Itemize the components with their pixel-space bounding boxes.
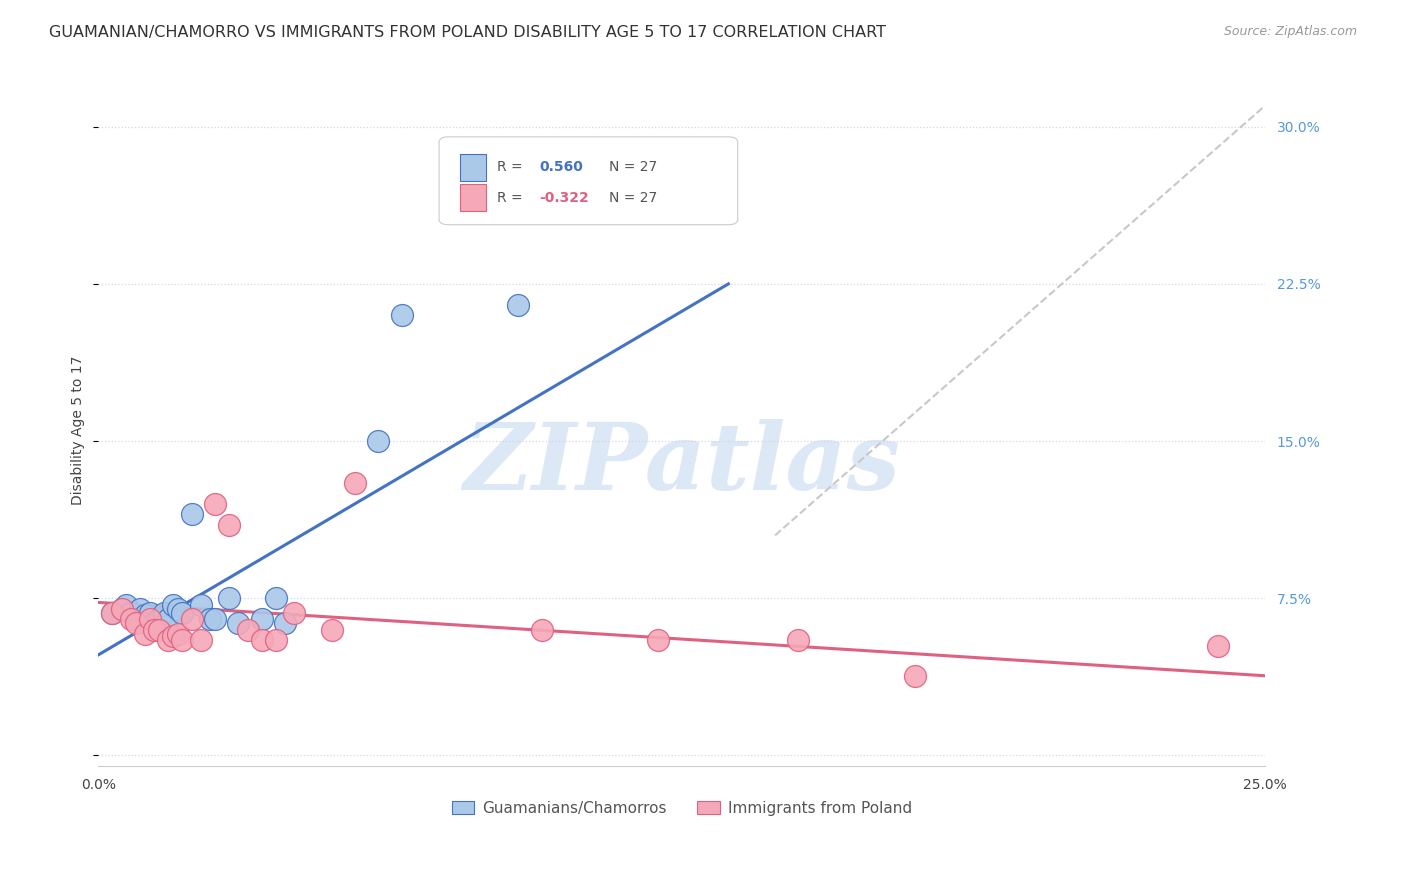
Point <box>508 298 530 312</box>
Point <box>139 612 162 626</box>
Y-axis label: Disability Age 5 to 17: Disability Age 5 to 17 <box>72 356 86 505</box>
Point <box>228 616 250 631</box>
Point <box>391 308 413 322</box>
Point <box>139 606 162 620</box>
Point <box>218 517 240 532</box>
Text: ZIPatlas: ZIPatlas <box>463 419 900 509</box>
Point <box>152 606 174 620</box>
Point <box>120 606 142 620</box>
Point <box>166 627 188 641</box>
Point <box>134 627 156 641</box>
Point <box>236 623 259 637</box>
Point <box>264 633 287 648</box>
FancyBboxPatch shape <box>460 154 485 181</box>
Point <box>111 601 134 615</box>
Point <box>157 633 180 648</box>
Point <box>143 623 166 637</box>
Point <box>250 612 273 626</box>
Point <box>250 633 273 648</box>
Point <box>125 616 148 631</box>
Point <box>1208 640 1230 654</box>
Text: N = 27: N = 27 <box>609 160 658 174</box>
Text: Source: ZipAtlas.com: Source: ZipAtlas.com <box>1223 25 1357 38</box>
Point <box>530 623 553 637</box>
Point <box>274 616 297 631</box>
Point <box>101 606 124 620</box>
Point <box>143 616 166 631</box>
Text: N = 27: N = 27 <box>609 191 658 204</box>
Point <box>367 434 389 448</box>
Point <box>344 475 367 490</box>
Point <box>190 598 212 612</box>
Point <box>162 629 184 643</box>
Point <box>148 623 170 637</box>
Point <box>283 606 305 620</box>
Point <box>172 633 194 648</box>
Text: -0.322: -0.322 <box>540 191 589 204</box>
Point <box>787 633 810 648</box>
Text: R =: R = <box>498 191 527 204</box>
Point <box>204 497 226 511</box>
Text: GUAMANIAN/CHAMORRO VS IMMIGRANTS FROM POLAND DISABILITY AGE 5 TO 17 CORRELATION : GUAMANIAN/CHAMORRO VS IMMIGRANTS FROM PO… <box>49 25 886 40</box>
Point <box>264 591 287 606</box>
Point <box>218 591 240 606</box>
Point <box>172 606 194 620</box>
Point <box>190 633 212 648</box>
Point <box>647 633 669 648</box>
Point <box>166 601 188 615</box>
Point <box>321 623 343 637</box>
Point <box>204 612 226 626</box>
Point <box>120 612 142 626</box>
Point <box>180 508 202 522</box>
FancyBboxPatch shape <box>460 184 485 211</box>
Point <box>129 601 152 615</box>
Text: 0.560: 0.560 <box>540 160 583 174</box>
Point <box>134 607 156 622</box>
Point <box>157 612 180 626</box>
Point <box>101 606 124 620</box>
Point <box>162 598 184 612</box>
Legend: Guamanians/Chamorros, Immigrants from Poland: Guamanians/Chamorros, Immigrants from Po… <box>446 795 918 822</box>
Point <box>111 601 134 615</box>
FancyBboxPatch shape <box>439 136 738 225</box>
Point <box>115 598 138 612</box>
Point <box>180 612 202 626</box>
Point <box>125 612 148 626</box>
Point <box>904 669 927 683</box>
Point <box>200 612 222 626</box>
Point <box>148 612 170 626</box>
Text: R =: R = <box>498 160 527 174</box>
